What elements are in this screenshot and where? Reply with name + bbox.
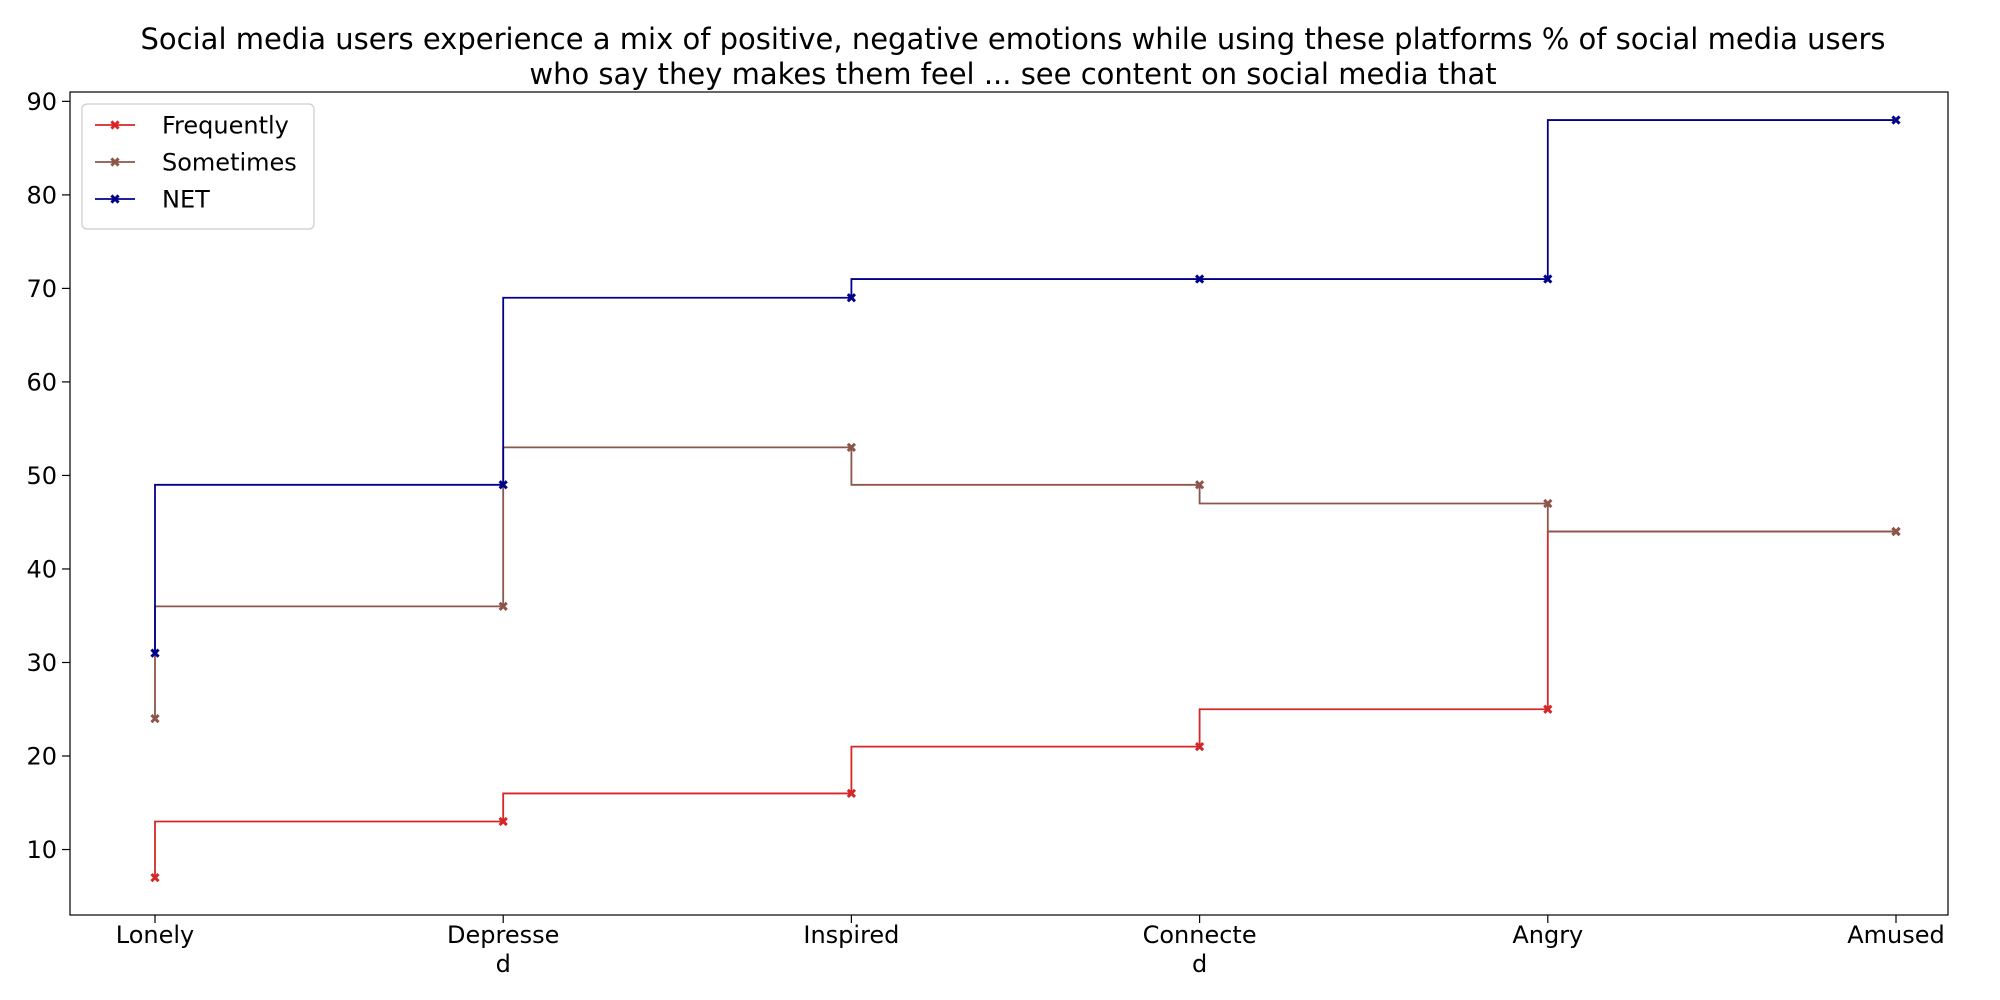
legend-item-frequently: Frequently <box>95 112 289 140</box>
data-point-sometimes <box>1543 498 1553 509</box>
series-line-net <box>154 119 1896 654</box>
legend-label: Frequently <box>162 112 289 140</box>
series-sometimes <box>150 442 1901 724</box>
x-tick-label: Connecte <box>1143 921 1257 949</box>
data-point-frequently <box>846 788 857 799</box>
data-point-net <box>1543 274 1553 284</box>
data-point-sometimes <box>498 601 508 611</box>
data-point-net <box>498 480 508 490</box>
data-point-sometimes <box>1891 526 1901 537</box>
x-tick-label: d <box>1192 950 1207 978</box>
legend-item-sometimes: Sometimes <box>95 149 297 177</box>
x-tick-label: d <box>496 950 511 978</box>
data-point-frequently <box>1543 704 1553 714</box>
legend-marker <box>110 120 120 130</box>
legend-item-net: NET <box>95 186 210 214</box>
legend-label: Sometimes <box>162 149 297 177</box>
y-axis: 10 20 30 40 50 60 70 80 90 <box>26 88 70 864</box>
series-line-frequently <box>154 530 1896 878</box>
data-point-frequently <box>150 872 160 883</box>
data-point-sometimes <box>150 713 160 724</box>
plot-series <box>150 115 1901 883</box>
data-point-sometimes <box>846 442 857 453</box>
x-tick-label: Lonely <box>116 921 194 949</box>
y-tick-label: 20 <box>26 743 57 771</box>
y-tick-label: 60 <box>26 368 57 396</box>
y-tick-label: 30 <box>26 649 57 677</box>
data-point-frequently <box>498 816 508 827</box>
data-point-net <box>846 293 857 303</box>
legend-marker <box>110 194 120 204</box>
x-tick-label: Inspired <box>803 921 899 949</box>
x-tick-label: Depresse <box>447 921 559 949</box>
y-tick-label: 80 <box>26 181 57 209</box>
data-point-net <box>1194 274 1205 284</box>
legend-marker <box>110 157 120 167</box>
legend-box <box>81 103 315 230</box>
series-frequently <box>150 526 1901 883</box>
data-point-sometimes <box>1194 480 1205 490</box>
legend: Frequently Sometimes NET <box>81 103 315 230</box>
x-tick-label: Angry <box>1512 921 1583 949</box>
series-line-sometimes <box>154 446 1896 719</box>
chart-title: Social media users experience a mix of p… <box>141 22 1886 91</box>
chart-title-line-1: Social media users experience a mix of p… <box>141 22 1886 56</box>
data-point-net <box>150 648 160 658</box>
y-tick-label: 50 <box>26 462 57 490</box>
y-tick-label: 90 <box>26 88 57 116</box>
chart-title-line-2: who say they makes them feel ... see con… <box>529 57 1496 91</box>
y-tick-label: 40 <box>26 555 57 583</box>
series-net <box>150 115 1901 658</box>
data-point-frequently <box>1194 742 1205 752</box>
plot-frame <box>69 91 1949 916</box>
x-tick-label: Amused <box>1847 921 1945 949</box>
data-point-net <box>1891 115 1901 125</box>
legend-label: NET <box>162 186 210 214</box>
y-tick-label: 10 <box>26 836 57 864</box>
y-tick-label: 70 <box>26 275 57 303</box>
